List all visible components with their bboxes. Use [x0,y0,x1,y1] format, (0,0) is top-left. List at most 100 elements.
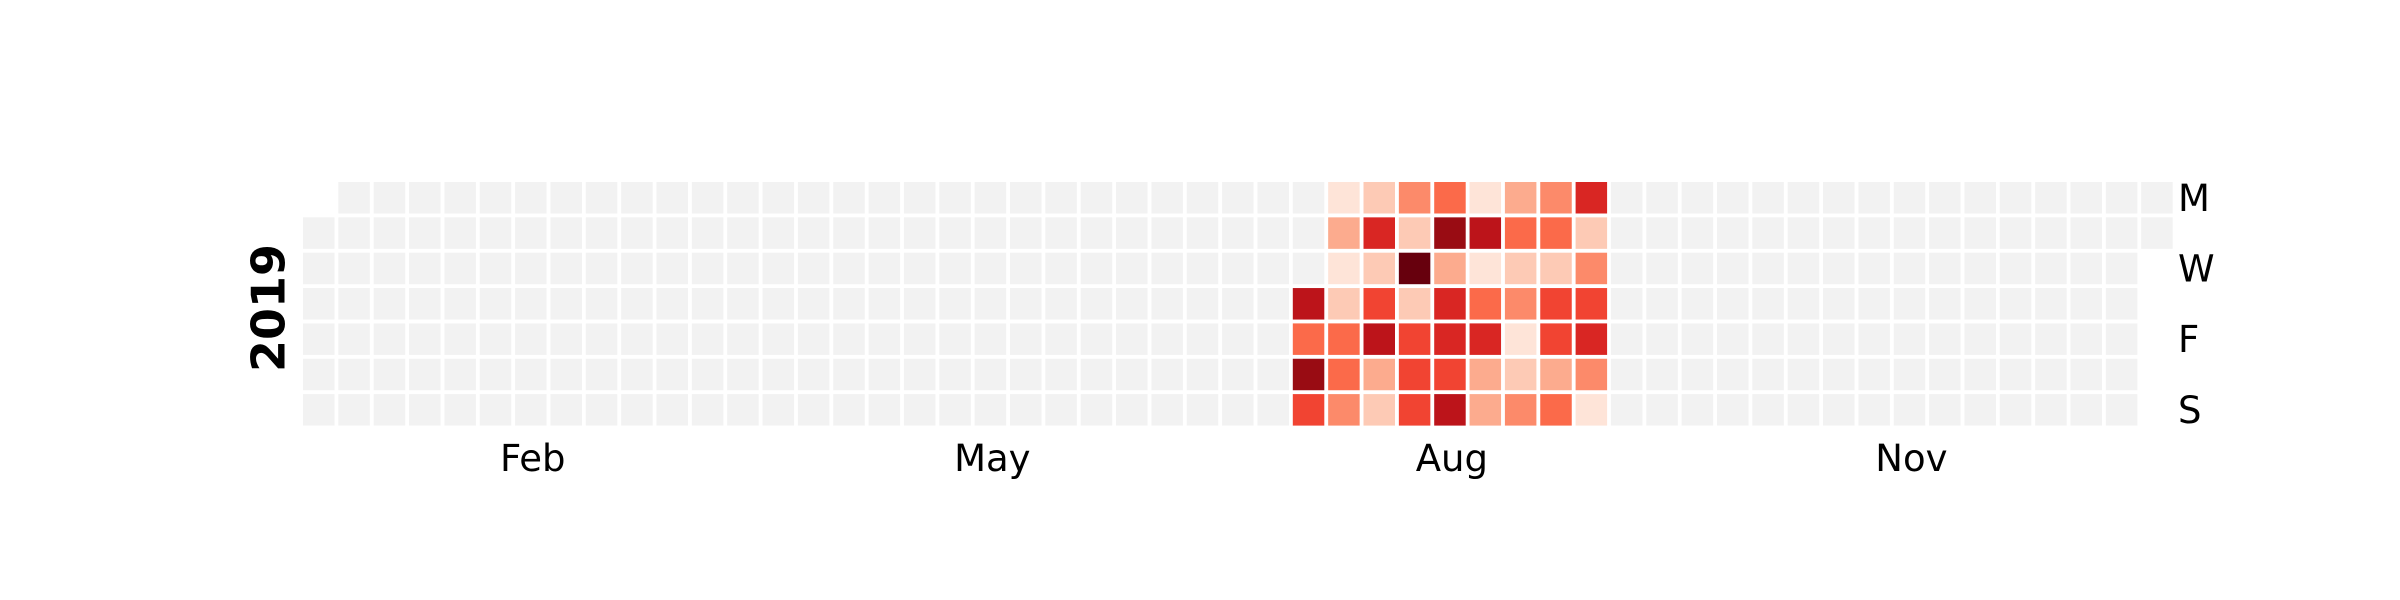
heatmap-cell-value [1398,394,1431,426]
heatmap-cell-value [1575,182,1608,214]
heatmap-cell-empty [1787,323,1820,355]
heatmap-cell-empty [974,358,1007,391]
heatmap-cell-empty [1151,394,1183,426]
heatmap-cell-value [1469,217,1502,249]
heatmap-cell-empty [1116,217,1148,249]
heatmap-cell-empty [1681,252,1714,285]
heatmap-cell-empty [2141,182,2173,214]
heatmap-cell-empty [1893,182,1926,214]
heatmap-cell-empty [1080,394,1113,426]
heatmap-cell-empty [1929,358,1961,391]
heatmap-cell-empty [1823,394,1855,426]
heatmap-cell-empty [1010,252,1042,285]
heatmap-cell-value [1398,252,1431,285]
heatmap-cell-empty [797,288,830,320]
heatmap-cell-empty [444,288,476,320]
heatmap-cell-empty [550,323,582,355]
heatmap-cell-empty [939,182,971,214]
heatmap-cell-value [1504,394,1537,426]
heatmap-cell-empty [727,358,759,391]
heatmap-cell-empty [868,288,901,320]
heatmap-cell-empty [479,217,512,249]
heatmap-cell-empty [1222,358,1254,391]
heatmap-cell-empty [1292,217,1325,249]
heatmap-cell-empty [1257,358,1289,391]
heatmap-cell-value [1469,323,1502,355]
heatmap-cell-empty [1186,288,1219,320]
heatmap-cell-empty [1222,288,1254,320]
heatmap-cell-empty [1929,288,1961,320]
heatmap-cell-empty [974,182,1007,214]
heatmap-cell-empty [656,323,688,355]
heatmap-cell-empty [2105,182,2138,214]
heatmap-cell-empty [762,394,795,426]
heatmap-cell-empty [833,358,865,391]
heatmap-cell-empty [2035,394,2067,426]
heatmap-cell-empty [1787,288,1820,320]
heatmap-cell-empty [515,217,547,249]
heatmap-cell-empty [1823,182,1855,214]
heatmap-cell-empty [1116,323,1148,355]
heatmap-cell-empty [1929,217,1961,249]
heatmap-cell-empty [550,288,582,320]
heatmap-cell-empty [1257,217,1289,249]
heatmap-cell-value [1292,394,1325,426]
heatmap-cell-empty [939,394,971,426]
heatmap-cell-empty [1646,217,1678,249]
heatmap-cell-empty [656,217,688,249]
heatmap-cell-empty [691,358,724,391]
day-tick-label: W [2178,247,2215,290]
heatmap-cell-empty [338,358,370,391]
heatmap-cell-value [1469,252,1502,285]
heatmap-cell-empty [1045,182,1077,214]
heatmap-cell-empty [903,217,936,249]
heatmap-cell-empty [1999,288,2032,320]
heatmap-cell-empty [762,252,795,285]
heatmap-cell-empty [550,394,582,426]
heatmap-cell-empty [1116,394,1148,426]
heatmap-cell-empty [1858,358,1890,391]
heatmap-cell-empty [1222,323,1254,355]
heatmap-cell-empty [444,358,476,391]
heatmap-cell-value [1398,182,1431,214]
month-tick-label: Aug [1416,437,1488,480]
heatmap-cell-value [1504,358,1537,391]
heatmap-cell-empty [1080,217,1113,249]
heatmap-cell-value [1504,252,1537,285]
heatmap-cell-empty [1222,182,1254,214]
heatmap-cell-empty [1681,358,1714,391]
heatmap-cell-empty [2105,323,2138,355]
heatmap-cell-empty [1151,358,1183,391]
heatmap-cell-empty [409,394,441,426]
heatmap-cell-empty [727,182,759,214]
heatmap-cell-empty [868,394,901,426]
heatmap-cell-empty [1999,358,2032,391]
heatmap-cell-empty [621,358,653,391]
heatmap-cell-empty [303,358,335,391]
heatmap-cell-empty [1681,182,1714,214]
heatmap-cell-empty [1858,182,1890,214]
heatmap-cell-empty [1929,182,1961,214]
heatmap-cell-value [1363,394,1395,426]
heatmap-cell-empty [2070,217,2102,249]
heatmap-cell-empty [1999,394,2032,426]
heatmap-cell-empty [1681,394,1714,426]
heatmap-cell-empty [585,252,618,285]
heatmap-cell-empty [656,252,688,285]
heatmap-cell-empty [1929,252,1961,285]
heatmap-cell-empty [303,394,335,426]
heatmap-cell-empty [762,182,795,214]
heatmap-cell-value [1328,394,1360,426]
heatmap-cell-empty [585,288,618,320]
heatmap-cell-empty [1752,252,1784,285]
heatmap-cell-empty [444,394,476,426]
heatmap-cell-empty [444,252,476,285]
heatmap-cell-empty [621,288,653,320]
heatmap-cell-empty [621,323,653,355]
heatmap-cell-empty [444,217,476,249]
heatmap-cell-empty [797,394,830,426]
heatmap-cell-value [1328,288,1360,320]
heatmap-cell-empty [1858,323,1890,355]
